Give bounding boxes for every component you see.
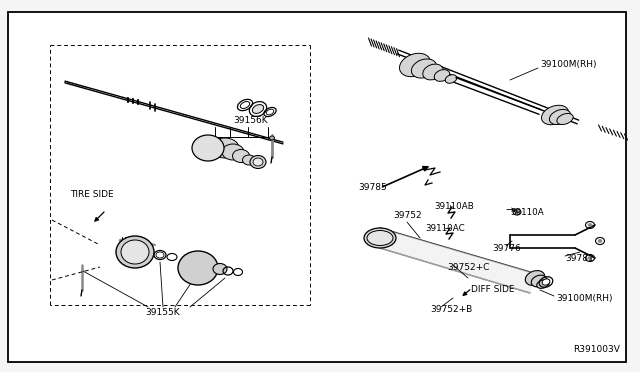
Ellipse shape bbox=[435, 70, 450, 81]
Ellipse shape bbox=[531, 275, 547, 287]
Text: 39110A: 39110A bbox=[510, 208, 544, 217]
Ellipse shape bbox=[250, 155, 266, 169]
Ellipse shape bbox=[557, 113, 573, 125]
Text: 39752+B: 39752+B bbox=[430, 305, 472, 314]
Ellipse shape bbox=[156, 252, 164, 258]
Ellipse shape bbox=[515, 211, 519, 214]
Text: R391003V: R391003V bbox=[573, 345, 620, 354]
Ellipse shape bbox=[588, 257, 592, 260]
Text: TIRE SIDE: TIRE SIDE bbox=[70, 190, 114, 199]
Ellipse shape bbox=[445, 75, 457, 83]
Text: DIFF SIDE: DIFF SIDE bbox=[471, 285, 515, 294]
Text: 39110AC: 39110AC bbox=[425, 224, 465, 233]
Ellipse shape bbox=[253, 158, 263, 166]
Text: 39776: 39776 bbox=[492, 244, 521, 253]
Ellipse shape bbox=[537, 280, 549, 288]
Ellipse shape bbox=[240, 102, 250, 109]
Ellipse shape bbox=[412, 59, 436, 78]
Ellipse shape bbox=[243, 155, 255, 165]
Ellipse shape bbox=[542, 279, 550, 285]
Ellipse shape bbox=[269, 136, 275, 140]
Ellipse shape bbox=[423, 64, 443, 80]
Ellipse shape bbox=[588, 224, 592, 227]
Ellipse shape bbox=[399, 53, 431, 77]
Ellipse shape bbox=[181, 256, 211, 280]
Text: 39752: 39752 bbox=[393, 211, 422, 220]
Ellipse shape bbox=[541, 105, 568, 125]
Text: 39752+C: 39752+C bbox=[447, 263, 490, 272]
Ellipse shape bbox=[178, 251, 218, 285]
Ellipse shape bbox=[266, 109, 274, 115]
Text: 39100M(RH): 39100M(RH) bbox=[556, 294, 612, 303]
Text: 39100M(RH): 39100M(RH) bbox=[540, 60, 596, 69]
Ellipse shape bbox=[252, 105, 264, 113]
Ellipse shape bbox=[364, 228, 396, 248]
Ellipse shape bbox=[180, 253, 216, 283]
Ellipse shape bbox=[121, 240, 149, 264]
Ellipse shape bbox=[183, 260, 201, 276]
Ellipse shape bbox=[232, 150, 250, 163]
Ellipse shape bbox=[367, 231, 393, 246]
Ellipse shape bbox=[598, 240, 602, 243]
Ellipse shape bbox=[213, 263, 227, 275]
Ellipse shape bbox=[116, 236, 154, 268]
Text: 39781: 39781 bbox=[565, 254, 594, 263]
Ellipse shape bbox=[211, 138, 239, 158]
Ellipse shape bbox=[192, 135, 224, 161]
Text: 39785: 39785 bbox=[358, 183, 387, 192]
Ellipse shape bbox=[182, 258, 206, 278]
Text: 39110AB: 39110AB bbox=[434, 202, 474, 211]
Text: 39155K: 39155K bbox=[145, 308, 180, 317]
Ellipse shape bbox=[525, 270, 545, 285]
Text: 39156K: 39156K bbox=[233, 116, 268, 125]
Ellipse shape bbox=[549, 109, 571, 125]
Text: →: → bbox=[505, 205, 513, 215]
Ellipse shape bbox=[222, 144, 244, 160]
